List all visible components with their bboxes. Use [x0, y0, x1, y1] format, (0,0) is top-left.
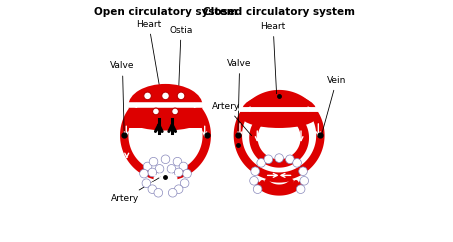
- Text: Vein: Vein: [321, 76, 346, 136]
- Text: Closed circulatory system: Closed circulatory system: [203, 7, 355, 17]
- Ellipse shape: [267, 177, 291, 183]
- Circle shape: [140, 169, 148, 178]
- Circle shape: [148, 185, 157, 194]
- Circle shape: [179, 162, 188, 171]
- Circle shape: [143, 162, 152, 171]
- Circle shape: [169, 189, 177, 197]
- Text: Open circulatory system: Open circulatory system: [94, 7, 237, 17]
- Ellipse shape: [154, 170, 178, 187]
- Circle shape: [142, 179, 151, 188]
- Circle shape: [275, 154, 284, 162]
- Circle shape: [285, 155, 294, 164]
- Circle shape: [155, 165, 164, 173]
- Ellipse shape: [242, 107, 316, 128]
- Text: Heart: Heart: [260, 22, 286, 94]
- Text: Valve: Valve: [110, 61, 135, 133]
- Circle shape: [257, 159, 265, 167]
- Ellipse shape: [128, 84, 202, 127]
- Circle shape: [148, 168, 157, 177]
- Text: Heart: Heart: [136, 20, 161, 91]
- Circle shape: [174, 185, 183, 194]
- Circle shape: [162, 92, 169, 100]
- Circle shape: [296, 185, 305, 194]
- Circle shape: [154, 189, 163, 197]
- Circle shape: [173, 157, 182, 166]
- Circle shape: [251, 167, 260, 175]
- Polygon shape: [234, 90, 325, 181]
- Polygon shape: [249, 108, 309, 168]
- Circle shape: [183, 169, 191, 178]
- Circle shape: [144, 92, 151, 100]
- Circle shape: [172, 108, 178, 115]
- Circle shape: [161, 155, 170, 164]
- Circle shape: [293, 159, 301, 167]
- Text: Artery: Artery: [111, 177, 161, 203]
- Circle shape: [177, 92, 185, 100]
- Circle shape: [250, 176, 258, 185]
- Circle shape: [174, 168, 183, 177]
- Circle shape: [253, 185, 262, 194]
- Text: Valve: Valve: [227, 59, 252, 133]
- Ellipse shape: [126, 107, 204, 130]
- Circle shape: [149, 157, 158, 166]
- Text: Artery: Artery: [212, 102, 251, 136]
- Circle shape: [167, 165, 176, 173]
- Polygon shape: [128, 121, 202, 128]
- Circle shape: [153, 108, 159, 115]
- Polygon shape: [120, 90, 211, 181]
- Ellipse shape: [242, 94, 316, 127]
- Text: Ostia: Ostia: [169, 26, 193, 87]
- Circle shape: [264, 155, 273, 164]
- Circle shape: [300, 176, 308, 185]
- Circle shape: [180, 179, 189, 188]
- Circle shape: [299, 167, 307, 175]
